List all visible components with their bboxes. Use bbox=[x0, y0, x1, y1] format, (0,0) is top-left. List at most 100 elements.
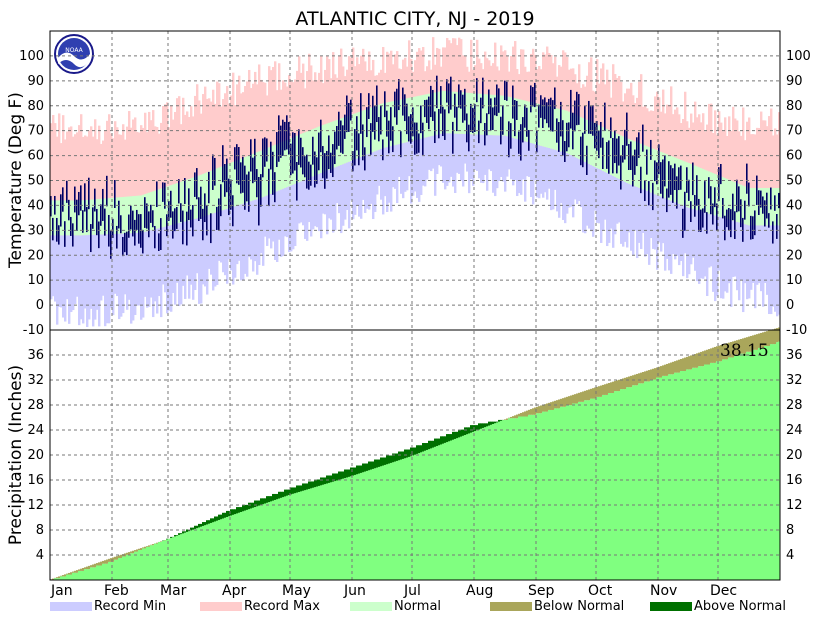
record-min-bar bbox=[200, 174, 203, 304]
normal-bar bbox=[72, 200, 75, 236]
observed-temp-bar bbox=[182, 210, 184, 245]
precip-normal-fill bbox=[742, 353, 745, 580]
precip-above-normal bbox=[264, 498, 267, 504]
precip-normal-fill bbox=[720, 361, 723, 580]
precip-above-normal bbox=[414, 447, 417, 455]
precip-above-normal bbox=[166, 538, 169, 540]
record-min-bar bbox=[726, 178, 729, 293]
record-max-bar bbox=[456, 45, 459, 134]
record-max-bar bbox=[74, 134, 77, 236]
precip-below-normal bbox=[118, 555, 121, 559]
observed-temp-bar bbox=[320, 119, 322, 153]
precip-below-normal bbox=[630, 375, 633, 388]
observed-temp-bar bbox=[238, 147, 240, 185]
record-max-bar bbox=[758, 127, 761, 226]
precip-normal-fill bbox=[202, 525, 205, 580]
precipitation-axis-label: Precipitation (Inches) bbox=[6, 365, 26, 545]
record-max-bar bbox=[670, 86, 673, 201]
normal-bar bbox=[382, 103, 385, 149]
precip-below-normal bbox=[160, 541, 163, 542]
precip-normal-fill bbox=[542, 411, 545, 580]
observed-temp-bar bbox=[482, 77, 484, 109]
record-max-bar bbox=[96, 139, 99, 235]
record-min-bar bbox=[712, 173, 715, 292]
observed-temp-bar bbox=[666, 188, 668, 213]
precip-normal-fill bbox=[700, 366, 703, 580]
observed-temp-bar bbox=[478, 120, 480, 144]
precip-normal-fill bbox=[108, 561, 111, 580]
precip-above-normal bbox=[348, 469, 351, 477]
temp-tick-label-left: 30 bbox=[27, 223, 44, 238]
observed-temp-bar bbox=[112, 218, 114, 238]
record-min-bar bbox=[550, 106, 553, 211]
record-min-bar bbox=[64, 200, 67, 322]
precip-normal-fill bbox=[678, 372, 681, 580]
precip-normal-fill bbox=[530, 414, 533, 580]
precip-normal-fill bbox=[340, 479, 343, 580]
precip-above-normal bbox=[480, 423, 483, 429]
temp-tick-label-right: 100 bbox=[786, 49, 811, 64]
normal-bar bbox=[142, 194, 145, 233]
observed-temp-bar bbox=[652, 182, 654, 211]
observed-temp-bar bbox=[536, 130, 538, 153]
precip-normal-fill bbox=[418, 453, 421, 580]
precip-normal-fill bbox=[754, 349, 757, 580]
precip-normal-fill bbox=[102, 563, 105, 580]
precip-above-normal bbox=[452, 431, 455, 440]
precip-normal-fill bbox=[642, 383, 645, 580]
normal-bar bbox=[270, 146, 273, 194]
precip-normal-fill bbox=[416, 453, 419, 580]
precip-normal-fill bbox=[172, 537, 175, 580]
precip-normal-fill bbox=[774, 344, 777, 580]
record-max-bar bbox=[52, 114, 55, 236]
normal-bar bbox=[74, 200, 77, 236]
precip-below-normal bbox=[754, 334, 757, 350]
normal-bar bbox=[276, 143, 279, 192]
normal-bar bbox=[574, 114, 577, 158]
record-min-bar bbox=[372, 106, 375, 220]
precip-above-normal bbox=[272, 493, 275, 501]
precip-normal-fill bbox=[300, 491, 303, 580]
precip-below-normal bbox=[616, 380, 619, 392]
precip-above-normal bbox=[212, 518, 215, 523]
observed-temp-bar bbox=[492, 107, 494, 130]
precip-normal-fill bbox=[458, 437, 461, 580]
record-min-bar bbox=[82, 200, 85, 324]
precip-normal-fill bbox=[692, 367, 695, 580]
precip-normal-fill bbox=[708, 364, 711, 580]
precip-normal-fill bbox=[628, 387, 631, 580]
precip-above-normal bbox=[206, 520, 209, 525]
precip-normal-fill bbox=[406, 457, 409, 580]
observed-temp-bar bbox=[216, 206, 218, 230]
observed-temp-bar bbox=[92, 207, 94, 229]
record-max-bar bbox=[614, 73, 617, 178]
observed-temp-bar bbox=[718, 167, 720, 202]
record-min-bar bbox=[94, 199, 97, 320]
precip-normal-fill bbox=[512, 418, 515, 580]
precip-above-normal bbox=[232, 509, 235, 515]
precip-below-normal bbox=[550, 402, 553, 410]
observed-temp-bar bbox=[436, 75, 438, 109]
observed-temp-bar bbox=[764, 200, 766, 227]
record-max-bar bbox=[328, 59, 331, 170]
record-max-bar bbox=[710, 103, 713, 215]
record-max-bar bbox=[546, 46, 549, 148]
observed-temp-bar bbox=[554, 87, 556, 110]
observed-temp-bar bbox=[424, 99, 426, 118]
precip-normal-fill bbox=[378, 466, 381, 580]
precip-below-normal bbox=[512, 416, 515, 419]
normal-bar bbox=[586, 119, 589, 164]
normal-bar bbox=[84, 200, 87, 236]
temp-tick-label-left: 90 bbox=[27, 74, 44, 89]
precip-normal-fill bbox=[752, 349, 755, 580]
precip-above-normal bbox=[456, 431, 459, 439]
record-max-bar bbox=[78, 125, 81, 236]
normal-bar bbox=[458, 92, 461, 134]
observed-temp-bar bbox=[390, 107, 392, 141]
observed-temp-bar bbox=[296, 161, 298, 201]
observed-temp-bar bbox=[626, 112, 628, 146]
legend-swatch bbox=[350, 602, 392, 611]
precip-normal-fill bbox=[646, 381, 649, 580]
precip-above-normal bbox=[258, 500, 261, 506]
normal-bar bbox=[776, 187, 779, 226]
